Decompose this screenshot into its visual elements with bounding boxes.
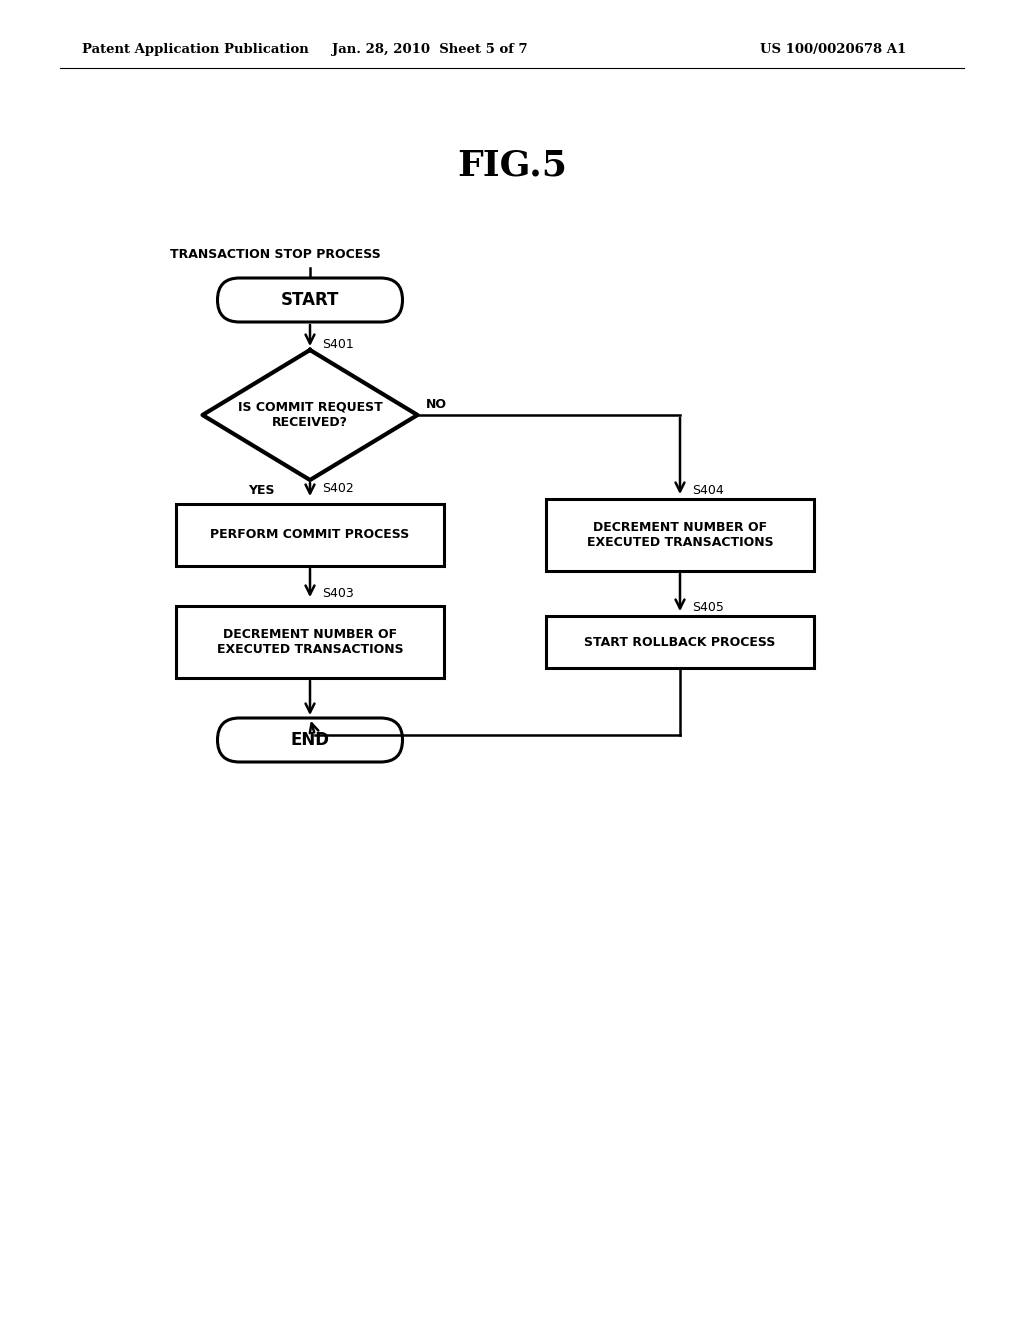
- FancyBboxPatch shape: [217, 718, 402, 762]
- Text: END: END: [291, 731, 330, 748]
- FancyBboxPatch shape: [176, 504, 444, 566]
- FancyBboxPatch shape: [546, 616, 814, 668]
- Text: DECREMENT NUMBER OF
EXECUTED TRANSACTIONS: DECREMENT NUMBER OF EXECUTED TRANSACTION…: [217, 628, 403, 656]
- Text: Jan. 28, 2010  Sheet 5 of 7: Jan. 28, 2010 Sheet 5 of 7: [332, 44, 527, 57]
- Text: S405: S405: [692, 601, 724, 614]
- Text: Patent Application Publication: Patent Application Publication: [82, 44, 309, 57]
- Text: DECREMENT NUMBER OF
EXECUTED TRANSACTIONS: DECREMENT NUMBER OF EXECUTED TRANSACTION…: [587, 521, 773, 549]
- Text: START ROLLBACK PROCESS: START ROLLBACK PROCESS: [585, 635, 776, 648]
- Text: US 100/0020678 A1: US 100/0020678 A1: [760, 44, 906, 57]
- Text: S404: S404: [692, 484, 724, 498]
- Text: YES: YES: [249, 484, 275, 498]
- FancyBboxPatch shape: [217, 279, 402, 322]
- Text: TRANSACTION STOP PROCESS: TRANSACTION STOP PROCESS: [170, 248, 381, 260]
- Text: S401: S401: [322, 338, 353, 351]
- Text: S403: S403: [322, 587, 353, 601]
- Text: START: START: [281, 290, 339, 309]
- Text: FIG.5: FIG.5: [457, 148, 567, 182]
- Polygon shape: [203, 350, 418, 480]
- FancyBboxPatch shape: [546, 499, 814, 572]
- Text: S402: S402: [322, 482, 353, 495]
- Text: PERFORM COMMIT PROCESS: PERFORM COMMIT PROCESS: [210, 528, 410, 541]
- Text: IS COMMIT REQUEST
RECEIVED?: IS COMMIT REQUEST RECEIVED?: [238, 401, 382, 429]
- FancyBboxPatch shape: [176, 606, 444, 678]
- Text: NO: NO: [426, 399, 446, 412]
